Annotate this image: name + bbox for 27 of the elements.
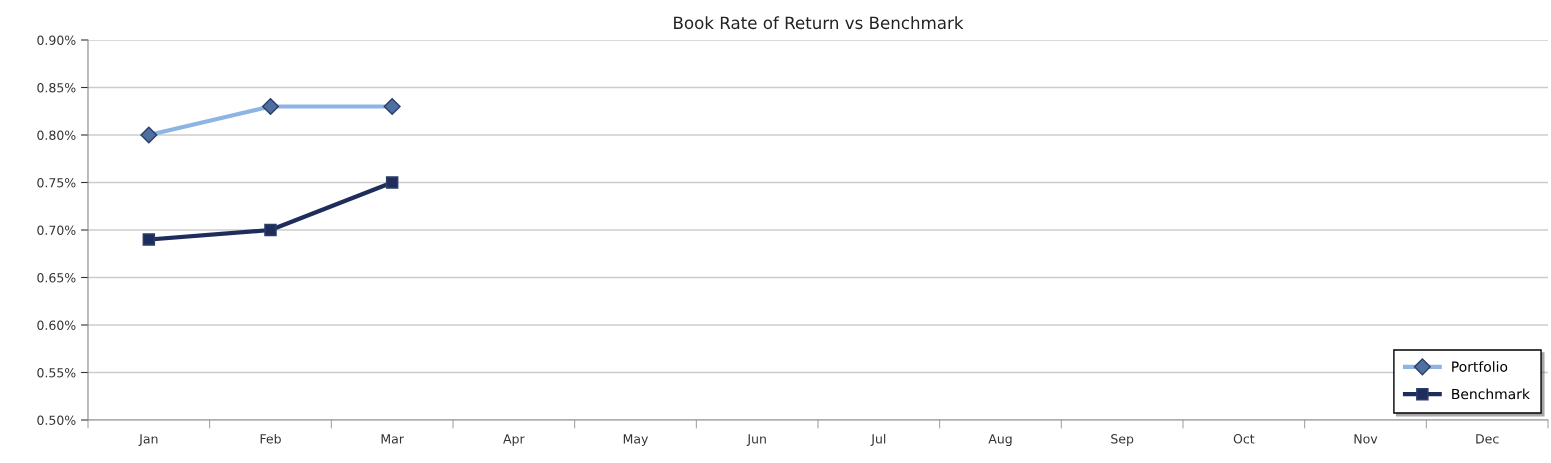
- x-tick-label: Jan: [138, 434, 158, 446]
- x-tick-label: Jun: [746, 434, 766, 446]
- x-tick-label: Sep: [1111, 434, 1134, 446]
- x-tick-label: Jul: [870, 433, 886, 446]
- point: [142, 233, 156, 246]
- y-tick-label: 0.80%: [37, 130, 76, 140]
- legend-label: Benchmark: [1452, 388, 1530, 400]
- x-tick-label: May: [623, 434, 649, 446]
- x-tick-label: Apr: [503, 434, 525, 446]
- x-tick-label: Nov: [1354, 434, 1378, 444]
- x-tick-label: Oct: [1233, 434, 1255, 444]
- y-tick-label: 0.90%: [37, 35, 76, 45]
- x-tick-label: Aug: [988, 434, 1012, 446]
- point: [385, 176, 399, 189]
- y-tick-label: 0.60%: [37, 320, 76, 330]
- x-tick-label: Dec: [1476, 434, 1499, 444]
- point: [264, 223, 277, 237]
- y-tick-label: 0.75%: [37, 177, 76, 188]
- y-tick-label: 0.50%: [37, 415, 76, 425]
- x-tick-label: Mar: [381, 434, 404, 444]
- y-tick-label: 0.70%: [37, 225, 76, 235]
- legend-label: Portfolio: [1452, 361, 1508, 372]
- y-tick-label: 0.55%: [37, 367, 76, 378]
- x-tick-label: Feb: [260, 433, 281, 444]
- y-tick-label: 0.65%: [37, 272, 76, 283]
- y-tick-label: 0.85%: [37, 82, 76, 93]
- chart-title: Book Rate of Return vs Benchmark: [674, 16, 964, 30]
